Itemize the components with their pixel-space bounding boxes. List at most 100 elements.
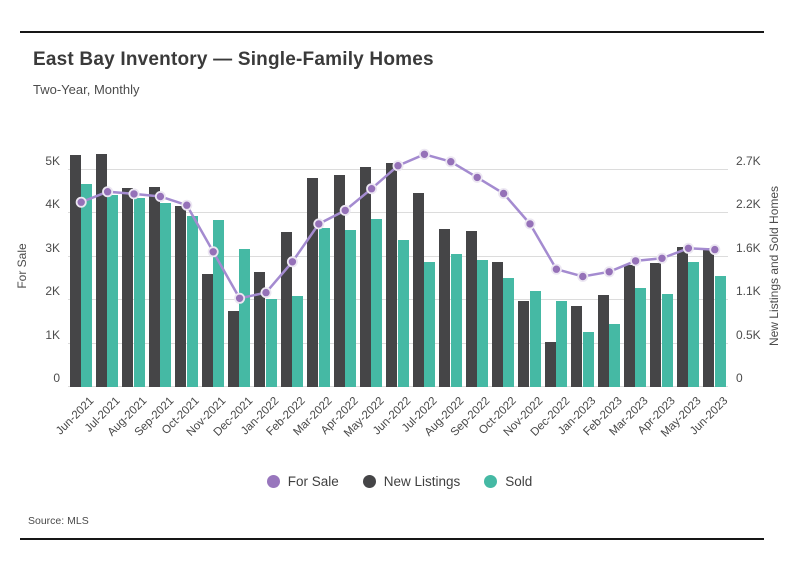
- left-axis-tick-label: 1K: [45, 327, 60, 342]
- bottom-rule: [20, 538, 764, 540]
- new-listings-bar: [386, 163, 398, 387]
- sold-legend-dot-icon: [484, 475, 498, 488]
- new-listings-bar: [95, 153, 107, 387]
- sold-bar: [81, 184, 92, 387]
- sold-bar: [424, 262, 436, 387]
- new-listings-bar: [703, 247, 715, 387]
- new-listings-bar: [597, 295, 609, 387]
- chart-subtitle: Two-Year, Monthly: [33, 82, 140, 97]
- new-listings-bar: [518, 300, 530, 387]
- new-listings-bar: [650, 263, 662, 387]
- new-listings-bar: [623, 265, 635, 387]
- sold-bar: [133, 197, 145, 387]
- for-sale-point: [524, 218, 536, 230]
- left-axis-tick-label: 4K: [45, 197, 60, 212]
- source-note: Source: MLS: [28, 515, 89, 527]
- for-sale-point: [577, 271, 589, 283]
- sold-bar: [582, 332, 594, 387]
- legend-label: For Sale: [287, 474, 339, 489]
- for-sale-point: [234, 292, 246, 304]
- for-sale-line: [80, 152, 715, 300]
- sold-bar: [186, 216, 198, 387]
- right-axis-tick-label: 0.5K: [736, 327, 761, 342]
- top-rule: [20, 31, 764, 33]
- for-sale-point: [418, 148, 430, 160]
- for-sale-point: [498, 188, 510, 200]
- new-listings-bar: [175, 205, 187, 387]
- right-axis-tick-label: 1.1K: [736, 284, 761, 298]
- sold-bar: [635, 287, 647, 387]
- sold-bar: [477, 259, 488, 387]
- sold-bar: [318, 228, 330, 387]
- for-sale-point: [207, 246, 219, 258]
- legend-label: New Listings: [383, 474, 461, 489]
- chart-title: East Bay Inventory — Single-Family Homes: [33, 49, 434, 70]
- sold-bar: [397, 239, 409, 387]
- for-sale-point: [630, 255, 642, 267]
- sold-bar: [714, 275, 726, 387]
- sold-bar: [661, 294, 673, 387]
- left-axis-tick-label: 0: [53, 371, 60, 385]
- new-listings-legend-dot-icon: [362, 475, 376, 488]
- sold-bar: [556, 300, 568, 387]
- new-listings-bar: [359, 167, 371, 387]
- gridline: [68, 212, 728, 214]
- new-listings-bar: [676, 246, 688, 387]
- right-axis-tick-label: 0: [736, 371, 743, 385]
- sold-bar: [529, 291, 541, 387]
- for-sale-legend-dot-icon: [266, 475, 280, 488]
- new-listings-bar: [544, 341, 556, 387]
- for-sale-point: [656, 252, 668, 264]
- sold-bar: [450, 254, 462, 387]
- new-listings-bar: [227, 311, 239, 387]
- new-listings-bar: [122, 188, 134, 387]
- new-listings-bar: [491, 262, 503, 387]
- legend-item-sold: Sold: [484, 474, 532, 489]
- new-listings-bar: [307, 177, 319, 387]
- left-axis-tick-label: 2K: [45, 284, 60, 298]
- legend-label: Sold: [505, 474, 533, 489]
- sold-bar: [292, 296, 304, 387]
- legend-item-new-listings: New Listings: [362, 474, 461, 489]
- for-sale-point: [260, 287, 272, 299]
- new-listings-bar: [254, 271, 266, 387]
- for-sale-point: [392, 160, 404, 172]
- new-listings-bar: [201, 274, 213, 387]
- new-listings-bar: [571, 305, 583, 387]
- for-sale-point: [154, 191, 166, 203]
- new-listings-bar: [465, 230, 477, 387]
- sold-bar: [503, 278, 515, 387]
- for-sale-point: [471, 171, 483, 183]
- for-sale-point: [286, 256, 298, 268]
- for-sale-point: [181, 199, 193, 211]
- for-sale-point: [550, 263, 562, 275]
- sold-bar: [239, 248, 251, 387]
- right-axis-tick-label: 1.6K: [736, 240, 761, 255]
- for-sale-point: [128, 188, 140, 200]
- new-listings-bar: [148, 187, 160, 387]
- sold-bar: [688, 262, 700, 387]
- new-listings-bar: [280, 232, 292, 387]
- for-sale-point: [445, 156, 457, 168]
- new-listings-bar: [439, 229, 451, 387]
- sold-bar: [345, 230, 356, 387]
- new-listings-bar: [69, 155, 81, 387]
- sold-bar: [265, 299, 277, 387]
- for-sale-point: [366, 183, 378, 195]
- right-axis-tick-label: 2.7K: [736, 153, 761, 168]
- for-sale-point: [682, 242, 694, 254]
- for-sale-point: [603, 266, 615, 278]
- sold-bar: [213, 219, 224, 387]
- for-sale-point: [313, 218, 325, 230]
- for-sale-line-layer: [75, 148, 721, 304]
- for-sale-point: [709, 244, 721, 256]
- for-sale-point: [75, 196, 87, 208]
- new-listings-bar: [333, 175, 345, 387]
- sold-bar: [609, 324, 620, 387]
- for-sale-point: [339, 204, 351, 216]
- sold-bar: [371, 218, 383, 387]
- legend-item-for-sale: For Sale: [266, 474, 339, 489]
- right-axis-tick-label: 2.2K: [736, 197, 761, 211]
